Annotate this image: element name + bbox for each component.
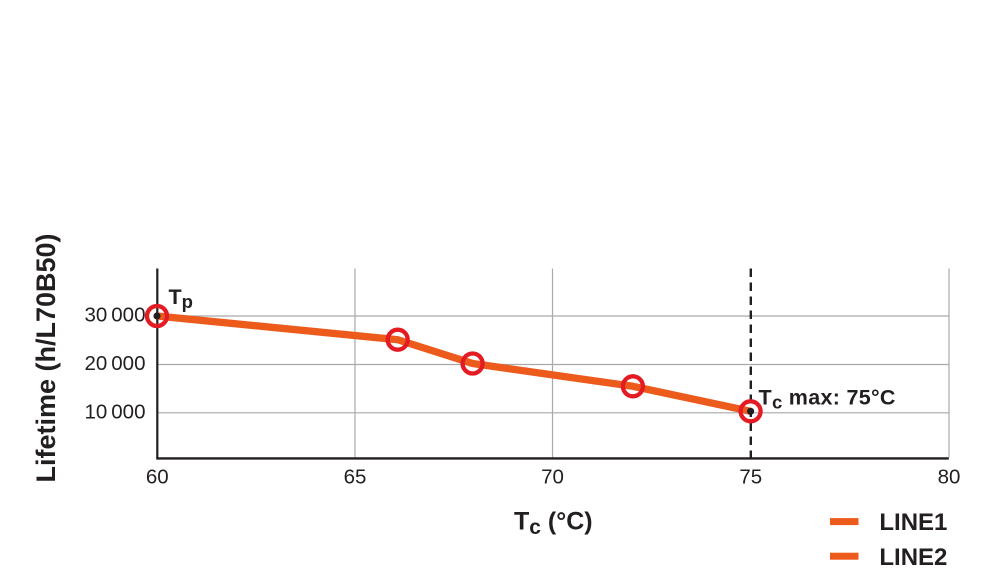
svg-text:80: 80 xyxy=(938,466,961,489)
svg-text:60: 60 xyxy=(146,466,169,489)
svg-text:70: 70 xyxy=(541,466,564,489)
svg-text:75: 75 xyxy=(739,466,762,489)
svg-text:Tc max: 75°C: Tc max: 75°C xyxy=(759,386,896,413)
svg-text:LINE1: LINE1 xyxy=(879,509,947,536)
svg-text:Tc (°C): Tc (°C) xyxy=(514,508,593,540)
svg-text:Lifetime (h/L70B50): Lifetime (h/L70B50) xyxy=(31,233,61,482)
svg-text:LINE2: LINE2 xyxy=(879,544,947,571)
svg-text:65: 65 xyxy=(344,466,367,489)
